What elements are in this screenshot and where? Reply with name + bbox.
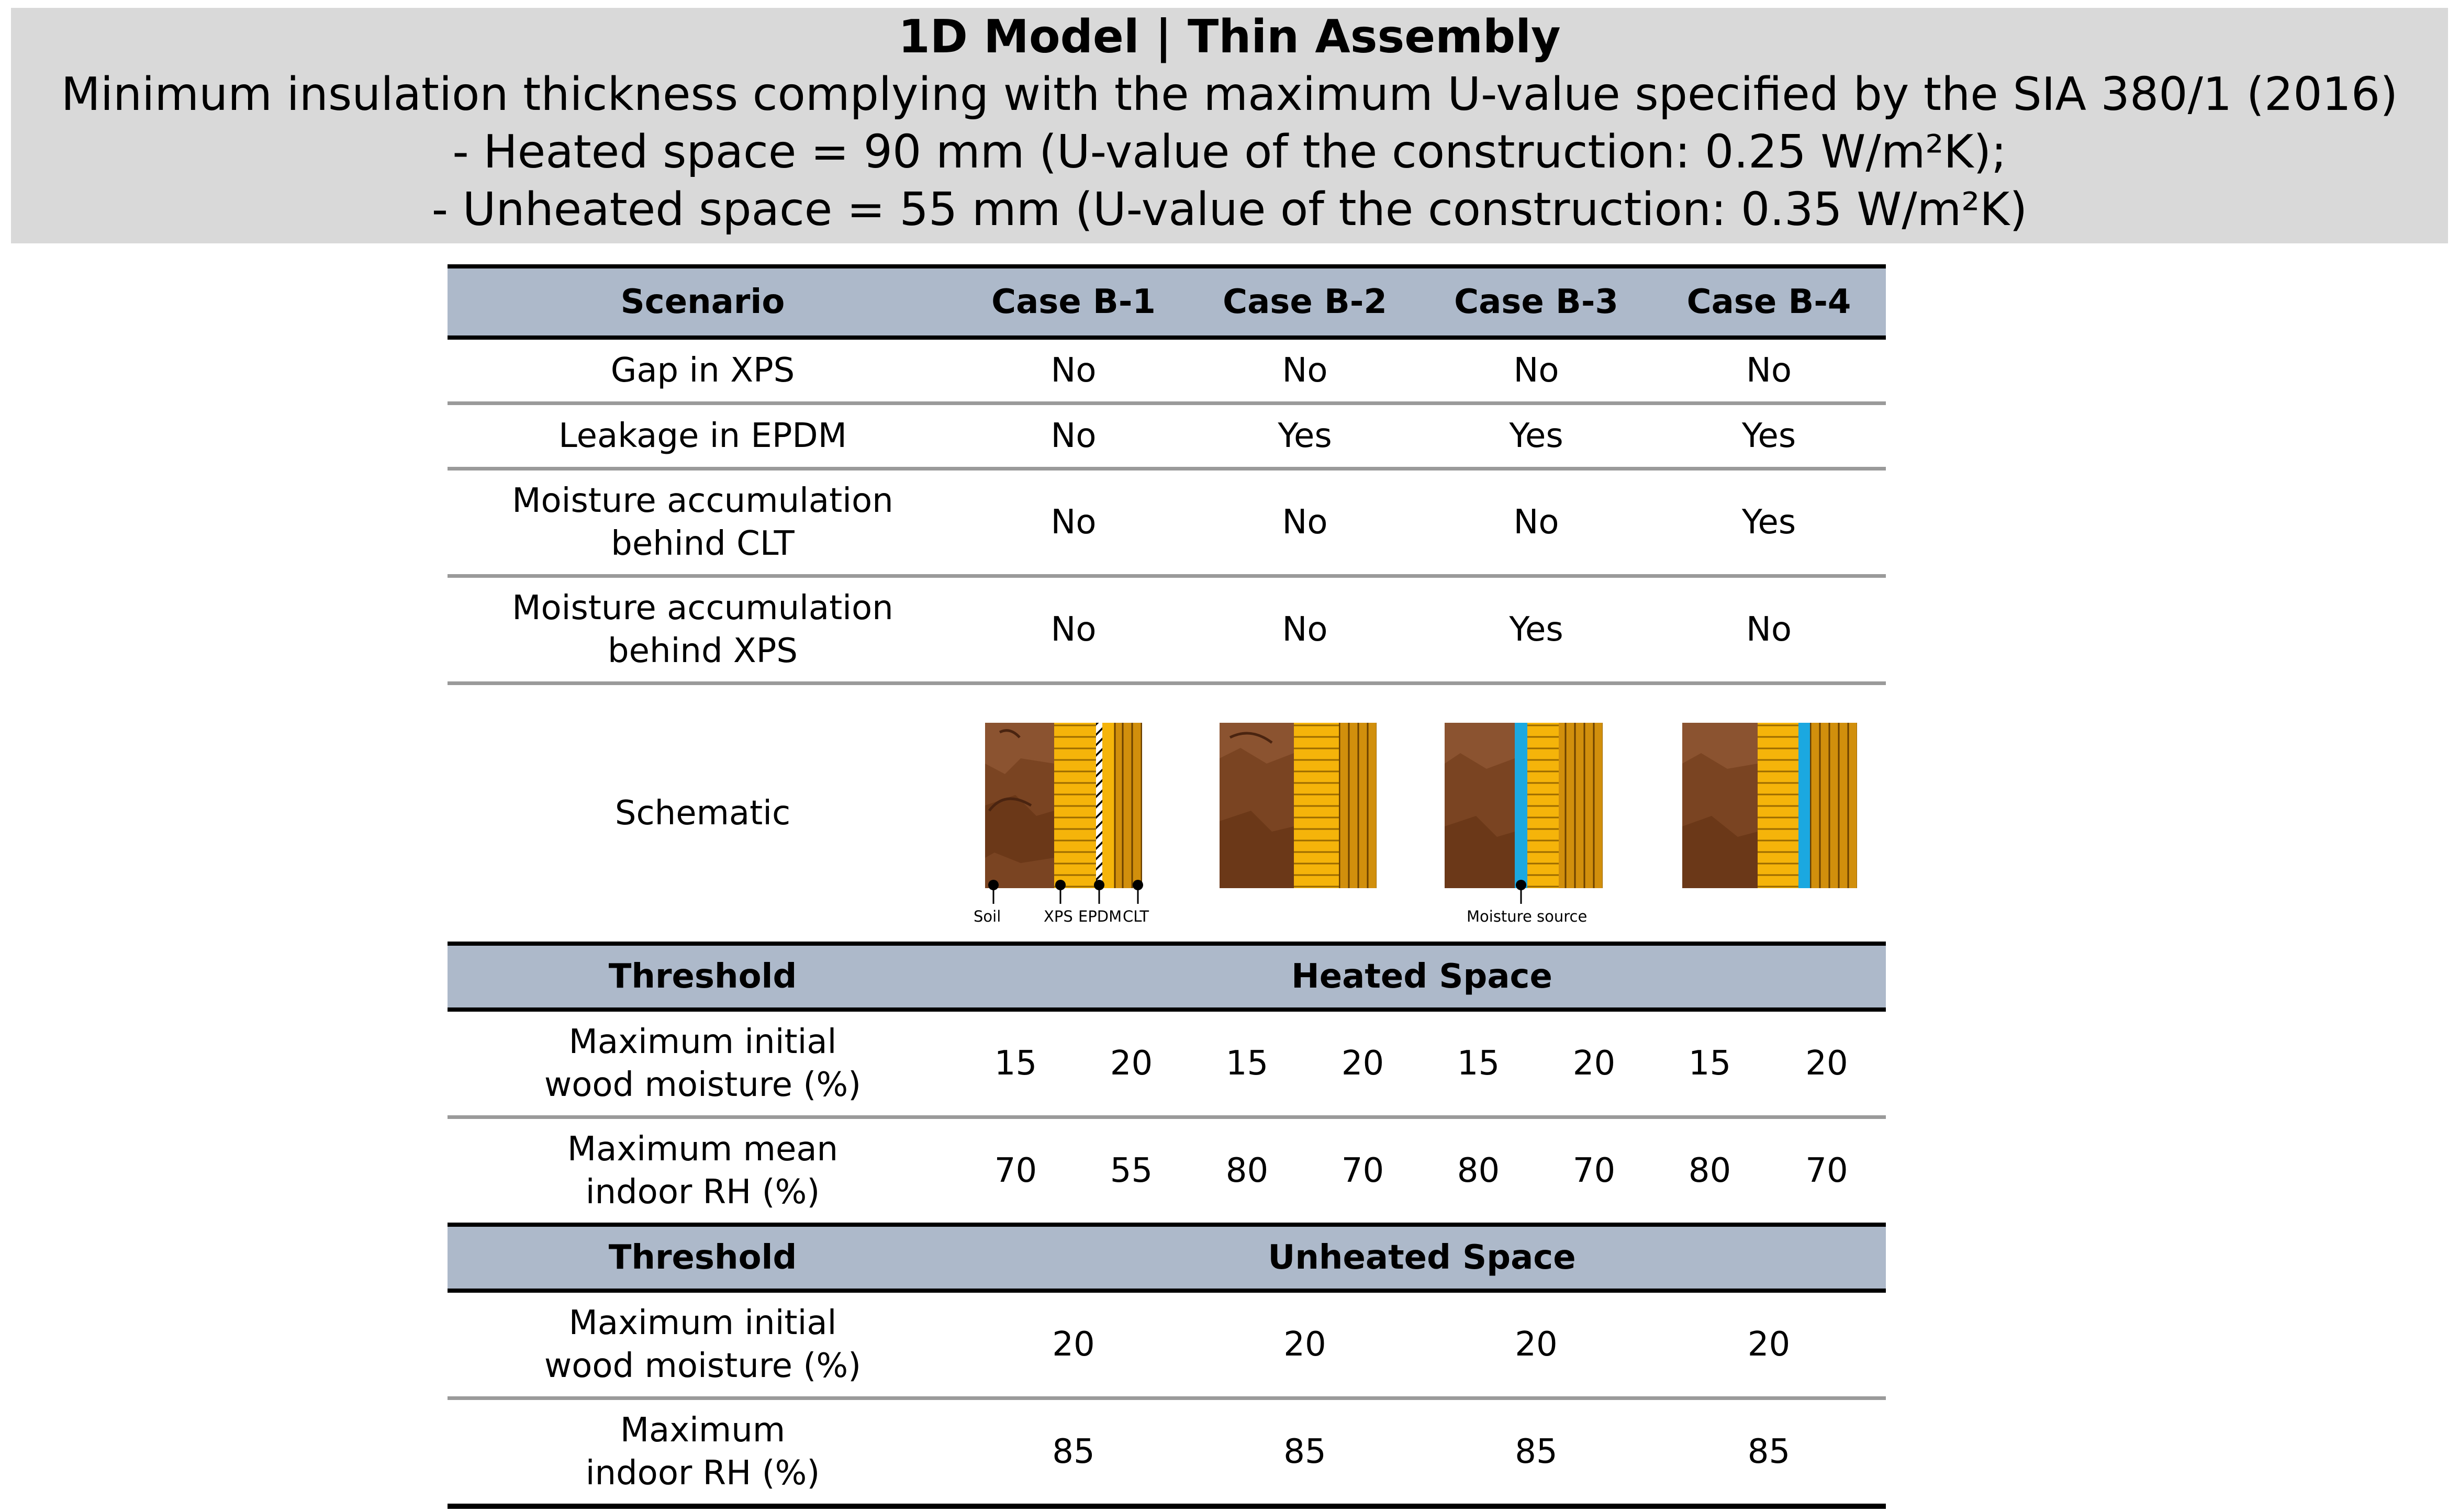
table-row: Moisture accumulation behind XPS No No Ye… xyxy=(448,576,1886,685)
row-label-line: Maximum mean xyxy=(567,1130,839,1169)
row-label-line: wood moisture (%) xyxy=(544,1347,862,1385)
table-cell: 70 xyxy=(1536,1117,1652,1227)
row-label: Maximum indoor RH (%) xyxy=(448,1398,958,1509)
table-row: Gap in XPS No No No No xyxy=(448,338,1886,405)
table-cell: 20 xyxy=(958,1291,1189,1400)
table-row: Moisture accumulation behind CLT No No No… xyxy=(448,468,1886,578)
xps-label: XPS xyxy=(1044,908,1073,925)
threshold-header: Threshold xyxy=(448,1223,958,1293)
row-label-line: indoor RH (%) xyxy=(585,1173,820,1212)
row-label-line: Maximum initial xyxy=(568,1023,837,1061)
table-cell: 20 xyxy=(1536,1010,1652,1119)
page-title: 1D Model | Thin Assembly xyxy=(898,10,1561,63)
unheated-threshold-header: Threshold Unheated Space xyxy=(448,1223,1886,1293)
table-cell: No xyxy=(958,403,1189,471)
table-cell: No xyxy=(1189,338,1421,405)
table-cell: 20 xyxy=(1074,1010,1189,1119)
schematic-b2 xyxy=(1220,723,1377,888)
table-cell: No xyxy=(1421,468,1652,578)
schematic-b4 xyxy=(1682,723,1857,888)
table-cell: 15 xyxy=(958,1010,1074,1119)
case-header: Case B-1 xyxy=(958,264,1189,340)
row-label-line: Maximum initial xyxy=(568,1304,837,1342)
case-header: Case B-3 xyxy=(1421,264,1652,340)
table-cell: Yes xyxy=(1652,403,1886,471)
table-cell: No xyxy=(1189,576,1421,685)
case-header: Case B-4 xyxy=(1652,264,1886,340)
table-row: Maximum mean indoor RH (%) 70 55 80 70 80… xyxy=(448,1117,1886,1227)
table-row: Maximum indoor RH (%) 85 85 85 85 xyxy=(448,1398,1886,1509)
schematic-b3: Moisture source xyxy=(1445,723,1603,925)
table-cell: Yes xyxy=(1421,403,1652,471)
table-cell: 20 xyxy=(1189,1291,1421,1400)
table-row: Leakage in EPDM No Yes Yes Yes xyxy=(448,403,1886,471)
table-cell: Yes xyxy=(1189,403,1421,471)
unheated-space-header: Unheated Space xyxy=(958,1223,1886,1293)
clt-label: CLT xyxy=(1123,908,1149,925)
row-label-line: behind XPS xyxy=(608,632,798,670)
table-cell: 20 xyxy=(1652,1291,1886,1400)
row-label: Moisture accumulation behind CLT xyxy=(448,468,958,578)
table-row: Maximum initial wood moisture (%) 15 20 1… xyxy=(448,1010,1886,1119)
row-label: Leakage in EPDM xyxy=(448,403,958,471)
table-cell: 70 xyxy=(958,1117,1074,1227)
table-cell: 85 xyxy=(1652,1398,1886,1509)
scenario-header: Scenario xyxy=(448,264,958,340)
table-cell: 80 xyxy=(1189,1117,1305,1227)
table-cell: No xyxy=(1421,338,1652,405)
schematic-cell: Soil XPS EPDM CLT xyxy=(958,684,1886,944)
table-cell: Yes xyxy=(1652,468,1886,578)
row-label-line: indoor RH (%) xyxy=(585,1454,820,1493)
table-cell: 15 xyxy=(1652,1010,1768,1119)
epdm-label: EPDM xyxy=(1078,908,1122,925)
row-label-line: Moisture accumulation xyxy=(512,589,893,628)
table-cell: 85 xyxy=(958,1398,1189,1509)
row-label: Schematic xyxy=(614,794,791,833)
table-cell: 15 xyxy=(1189,1010,1305,1119)
table-cell: No xyxy=(1189,468,1421,578)
table-cell: 20 xyxy=(1768,1010,1886,1119)
row-label: Maximum initial wood moisture (%) xyxy=(448,1291,958,1400)
case-header-row: Scenario Case B-1 Case B-2 Case B-3 Case… xyxy=(448,264,1886,340)
case-header: Case B-2 xyxy=(1189,264,1421,340)
table-cell: 55 xyxy=(1074,1117,1189,1227)
row-label-line: behind CLT xyxy=(611,524,795,563)
table-cell: No xyxy=(958,576,1189,685)
table-cell: 20 xyxy=(1305,1010,1421,1119)
heated-threshold-header: Threshold Heated Space xyxy=(448,942,1886,1012)
schematic-row: Schematic xyxy=(448,684,1886,944)
title-banner: 1D Model | Thin Assembly Minimum insulat… xyxy=(11,8,2448,243)
row-label-line: wood moisture (%) xyxy=(544,1066,862,1104)
table-cell: 70 xyxy=(1768,1117,1886,1227)
row-label: Gap in XPS xyxy=(448,338,958,405)
heated-space-header: Heated Space xyxy=(958,942,1886,1012)
table-cell: Yes xyxy=(1421,576,1652,685)
soil-label: Soil xyxy=(974,908,1001,925)
table-cell: 20 xyxy=(1421,1291,1652,1400)
table-cell: 80 xyxy=(1652,1117,1768,1227)
table-cell: No xyxy=(1652,338,1886,405)
table-cell: 70 xyxy=(1305,1117,1421,1227)
table-cell: No xyxy=(958,338,1189,405)
schematic-figures: Soil XPS EPDM CLT xyxy=(974,723,1857,925)
heated-space-note: - Heated space = 90 mm (U-value of the c… xyxy=(452,125,2007,178)
row-label: Maximum initial wood moisture (%) xyxy=(448,1010,958,1119)
table-cell: No xyxy=(958,468,1189,578)
row-label-line: Moisture accumulation xyxy=(512,481,893,520)
table-cell: No xyxy=(1652,576,1886,685)
page-subtitle: Minimum insulation thickness complying w… xyxy=(61,68,2398,121)
unheated-space-note: - Unheated space = 55 mm (U-value of the… xyxy=(431,183,2028,236)
table-row: Maximum initial wood moisture (%) 20 20 2… xyxy=(448,1291,1886,1400)
moisture-source-label: Moisture source xyxy=(1467,908,1587,925)
threshold-header: Threshold xyxy=(448,942,958,1012)
table-cell: 80 xyxy=(1421,1117,1536,1227)
row-label: Moisture accumulation behind XPS xyxy=(448,576,958,685)
scenario-table: Scenario Case B-1 Case B-2 Case B-3 Case… xyxy=(448,264,1886,1509)
table-cell: 85 xyxy=(1421,1398,1652,1509)
schematic-b1: Soil XPS EPDM CLT xyxy=(974,723,1149,925)
row-label-line: Maximum xyxy=(620,1411,786,1450)
table-cell: 15 xyxy=(1421,1010,1536,1119)
row-label: Maximum mean indoor RH (%) xyxy=(448,1117,958,1227)
table-cell: 85 xyxy=(1189,1398,1421,1509)
